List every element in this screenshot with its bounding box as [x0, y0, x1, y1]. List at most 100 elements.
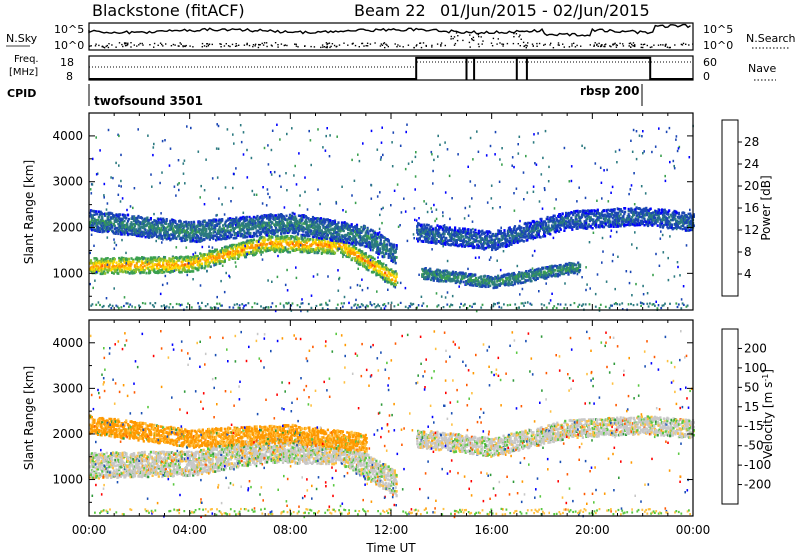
range-gate-cell-818 — [244, 255, 248, 259]
range-gate-cell-3175 — [307, 226, 310, 230]
range-gate-cell-1565 — [385, 274, 388, 277]
range-gate-cell-3475 — [348, 241, 351, 245]
range-gate-cell-727 — [228, 258, 231, 261]
range-gate-cell-3024 — [286, 225, 289, 229]
range-gate-cell-2722 — [243, 226, 246, 229]
range-gate-cell-3659 — [373, 230, 376, 234]
range-gate-cell-54 — [97, 267, 100, 270]
power-data-cells — [89, 123, 695, 313]
range-gate-cell-907 — [261, 251, 264, 254]
range-gate-cell-1458 — [366, 263, 369, 267]
range-gate-cell-3805 — [394, 248, 397, 252]
range-gate-cell-1807 — [113, 219, 116, 222]
range-gate-cell-2165 — [163, 236, 167, 240]
range-gate-cell-3534 — [355, 240, 359, 244]
range-gate-cell-223 — [129, 267, 132, 270]
range-gate-cell-2639 — [231, 224, 234, 227]
range-gate-cell-1264 — [331, 245, 334, 248]
range-gate-cell-469 — [178, 269, 181, 272]
range-gate-cell-1958 — [134, 228, 137, 231]
range-gate-cell-1865 — [121, 224, 124, 227]
noise-search-point — [593, 45, 595, 47]
noise-search-point — [246, 43, 248, 45]
noise-search-point — [568, 46, 571, 48]
range-gate-cell-4138 — [467, 228, 470, 231]
noise-search-point — [238, 44, 240, 46]
range-gate-cell-1614 — [394, 277, 397, 280]
range-gate-cell-984 — [277, 240, 280, 244]
range-gate-cell-1933 — [131, 223, 134, 227]
range-gate-cell-1306 — [340, 251, 343, 254]
range-gate-cell-3709 — [380, 242, 383, 246]
range-gate-cell-1106 — [299, 250, 302, 254]
range-gate-cell-4423 — [513, 225, 517, 228]
noise-search-point — [413, 46, 415, 49]
range-gate-cell-236 — [132, 260, 135, 263]
noise-search-point — [440, 44, 442, 46]
noise-search-point — [681, 44, 684, 46]
range-gate-cell-3135 — [302, 225, 305, 229]
range-gate-cell-2325 — [186, 231, 189, 234]
nave-trace — [89, 61, 693, 68]
range-gate-cell-3234 — [314, 225, 317, 228]
noise-search-point — [386, 44, 388, 46]
range-gate-cell-153 — [117, 267, 120, 270]
range-gate-cell-3553 — [358, 233, 361, 236]
range-gate-cell-1446 — [363, 259, 366, 262]
range-gate-cell-1528 — [379, 267, 382, 270]
range-gate-cell-3139 — [302, 230, 305, 233]
range-gate-cell-3217 — [312, 217, 315, 220]
range-gate-cell-2912 — [270, 226, 273, 229]
range-gate-cell-2269 — [179, 220, 182, 223]
noise-search-point — [277, 46, 279, 48]
noise-search-point — [122, 45, 124, 48]
range-gate-cell-3417 — [339, 236, 342, 240]
range-gate-cell-4567 — [536, 226, 539, 230]
range-gate-cell-584 — [200, 254, 203, 258]
range-gate-cell-2691 — [238, 228, 241, 231]
noise-search-point — [685, 43, 687, 45]
range-gate-cell-2023 — [143, 220, 146, 224]
range-gate-cell-224 — [130, 262, 133, 266]
range-gate-cell-1929 — [131, 215, 134, 218]
range-gate-cell-3604 — [365, 239, 368, 242]
noise-search-point — [653, 44, 655, 46]
noise-search-point — [111, 44, 113, 46]
range-gate-cell-539 — [192, 262, 195, 266]
noise-search-point — [141, 42, 143, 45]
range-gate-cell-2145 — [161, 234, 164, 238]
range-gate-cell-2102 — [155, 235, 159, 239]
range-gate-cell-3072 — [293, 231, 296, 235]
range-gate-cell-3442 — [342, 229, 345, 233]
noise-search-point — [323, 46, 326, 48]
range-gate-cell-3365 — [333, 222, 336, 225]
range-gate-cell-3745 — [385, 245, 388, 248]
noise-search-point — [95, 43, 97, 45]
range-gate-cell-687 — [220, 249, 223, 252]
range-gate-cell-386 — [162, 265, 165, 269]
range-gate-cell-588 — [200, 265, 204, 268]
range-gate-cell-2169 — [164, 231, 167, 235]
range-gate-cell-916 — [263, 240, 266, 243]
noise-search-point — [327, 42, 329, 45]
noise-search-point — [358, 46, 360, 48]
range-gate-cell-917 — [264, 238, 267, 241]
range-gate-cell-85 — [103, 258, 106, 261]
range-gate-cell-3285 — [321, 231, 324, 235]
range-gate-cell-718 — [226, 246, 229, 249]
range-gate-cell-3237 — [315, 228, 318, 232]
range-gate-cell-3696 — [377, 252, 381, 256]
range-gate-cell-3154 — [304, 231, 307, 234]
range-gate-cell-214 — [128, 272, 131, 275]
noise-search-point — [220, 46, 222, 48]
range-gate-cell-48 — [96, 265, 100, 268]
range-gate-cell-2028 — [144, 235, 147, 239]
range-gate-cell-2414 — [199, 221, 202, 224]
range-gate-cell-396 — [163, 256, 167, 259]
range-gate-cell-1323 — [342, 243, 345, 247]
range-gate-cell-3022 — [285, 214, 288, 218]
range-gate-cell-1879 — [124, 214, 127, 217]
range-gate-cell-2049 — [148, 234, 151, 237]
range-gate-cell-204 — [126, 258, 129, 261]
range-gate-cell-3299 — [323, 233, 326, 236]
